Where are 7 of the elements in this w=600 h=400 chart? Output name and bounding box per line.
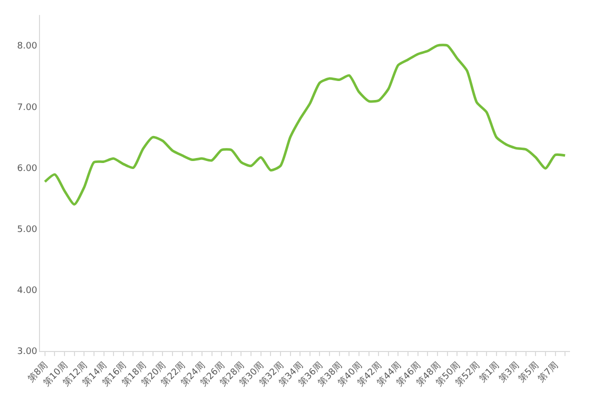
y-tick-label: 5.00 xyxy=(17,224,38,235)
y-tick-label: 6.00 xyxy=(17,164,38,174)
line-series xyxy=(44,44,566,206)
y-tick-label: 8.00 xyxy=(17,42,38,52)
y-tick-label: 4.00 xyxy=(17,286,38,296)
y-tick-label: 7.00 xyxy=(17,102,38,113)
y-tick-label: 3.00 xyxy=(17,347,38,358)
